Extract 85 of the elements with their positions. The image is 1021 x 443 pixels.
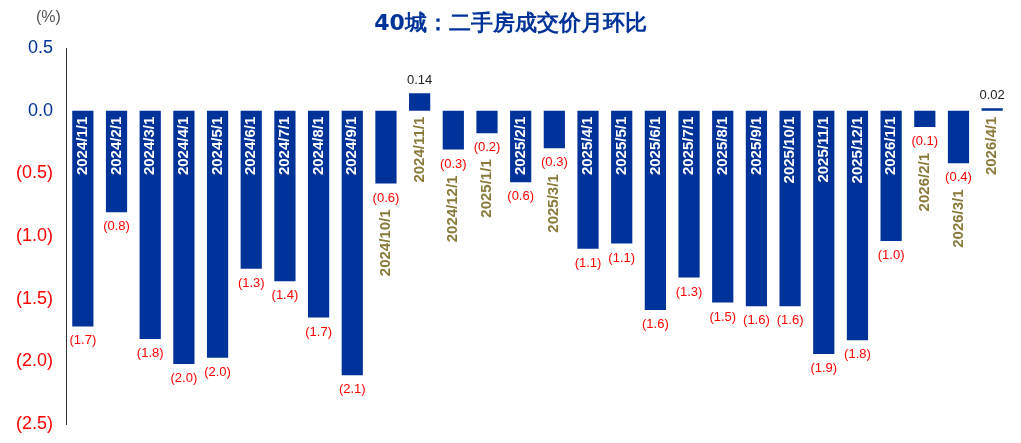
data-label: (1.7) bbox=[305, 323, 332, 339]
y-tick-label: (0.5) bbox=[16, 162, 54, 183]
x-tick-label: 2025/7/1 bbox=[679, 116, 697, 176]
x-tick-label: 2024/4/1 bbox=[174, 116, 192, 176]
bar bbox=[914, 110, 936, 127]
x-tick-label: 2024/6/1 bbox=[241, 116, 259, 176]
x-tick-label: 2024/11/1 bbox=[409, 116, 427, 183]
data-label: (1.4) bbox=[271, 287, 299, 303]
bar bbox=[813, 110, 835, 354]
x-tick-label: 2026/4/1 bbox=[982, 116, 1000, 176]
bar bbox=[72, 110, 94, 327]
x-tick-label: 2024/7/1 bbox=[275, 116, 293, 176]
data-label: (1.6) bbox=[776, 312, 804, 328]
x-tick-label: 2025/8/1 bbox=[712, 116, 730, 176]
bar bbox=[947, 110, 970, 164]
x-tick-label: 2025/10/1 bbox=[780, 116, 798, 184]
x-tick-label: 2026/2/1 bbox=[914, 153, 932, 212]
data-label: (1.5) bbox=[709, 308, 737, 324]
bar bbox=[274, 110, 296, 282]
data-label: (0.6) bbox=[372, 189, 400, 205]
data-label: (0.8) bbox=[103, 218, 130, 234]
bar bbox=[846, 110, 869, 341]
y-tick-label: (2.5) bbox=[16, 413, 54, 434]
x-tick-label: 2026/1/1 bbox=[881, 116, 899, 176]
x-tick-label: 2025/9/1 bbox=[746, 116, 764, 176]
x-tick-label: 2024/1/1 bbox=[72, 116, 90, 176]
x-tick-label: 2025/6/1 bbox=[645, 116, 663, 176]
data-label: (0.3) bbox=[540, 154, 568, 170]
data-label: (0.3) bbox=[439, 155, 467, 171]
bar bbox=[981, 108, 1003, 111]
x-tick-label: 2025/11/1 bbox=[813, 116, 831, 183]
x-tick-label: 2024/10/1 bbox=[376, 209, 394, 277]
data-label: (2.0) bbox=[204, 363, 231, 379]
x-tick-label: 2025/1/1 bbox=[477, 159, 495, 218]
data-label: (1.6) bbox=[743, 312, 770, 328]
data-label: (0.1) bbox=[911, 133, 939, 149]
data-label: 0.02 bbox=[979, 87, 1005, 103]
data-label: (1.8) bbox=[136, 345, 164, 361]
bar bbox=[476, 110, 498, 134]
y-tick-label: (2.0) bbox=[16, 350, 54, 371]
x-tick-label: 2024/3/1 bbox=[140, 116, 158, 176]
x-tick-label: 2025/5/1 bbox=[611, 116, 629, 176]
data-label: (0.4) bbox=[945, 169, 972, 185]
bar bbox=[341, 110, 363, 376]
data-label: (1.7) bbox=[69, 332, 97, 348]
x-tick-label: 2025/3/1 bbox=[544, 174, 562, 233]
bar bbox=[442, 110, 464, 150]
data-label: (1.3) bbox=[237, 274, 265, 290]
data-label: 0.14 bbox=[406, 72, 433, 88]
y-tick-label: 0.5 bbox=[27, 36, 54, 57]
bar bbox=[139, 110, 161, 339]
bar bbox=[206, 110, 229, 358]
chart-title: 40城：二手房成交价月环比 bbox=[374, 10, 647, 35]
data-label: (1.6) bbox=[642, 316, 669, 332]
data-label: (1.0) bbox=[877, 247, 905, 263]
x-tick-label: 2025/2/1 bbox=[510, 116, 528, 176]
x-tick-label: 2024/8/1 bbox=[308, 116, 326, 176]
x-tick-label: 2025/12/1 bbox=[847, 116, 865, 184]
data-label: (1.1) bbox=[574, 254, 602, 270]
y-tick-label: 0.0 bbox=[27, 99, 54, 120]
bar bbox=[375, 110, 397, 184]
data-label: (2.1) bbox=[338, 381, 366, 397]
bar bbox=[577, 110, 599, 249]
x-tick-label: 2026/3/1 bbox=[948, 189, 966, 248]
bar bbox=[409, 93, 431, 111]
bar bbox=[678, 110, 700, 278]
x-tick-label: 2024/9/1 bbox=[342, 116, 360, 176]
data-label: (1.3) bbox=[675, 283, 703, 299]
data-label: (0.6) bbox=[507, 188, 535, 204]
bar bbox=[543, 110, 565, 149]
y-axis-title: (%) bbox=[36, 8, 61, 26]
x-tick-label: 2024/12/1 bbox=[443, 175, 461, 243]
bar bbox=[173, 110, 195, 365]
data-label: (1.9) bbox=[810, 360, 838, 376]
bar bbox=[307, 110, 330, 318]
bar bbox=[779, 110, 801, 307]
data-label: (0.2) bbox=[473, 139, 501, 155]
y-tick-label: (1.5) bbox=[16, 287, 54, 308]
data-label: (2.0) bbox=[170, 370, 198, 386]
x-tick-label: 2024/5/1 bbox=[207, 116, 225, 176]
y-tick-label: (1.0) bbox=[16, 225, 54, 246]
data-label: (1.8) bbox=[844, 346, 871, 362]
x-tick-label: 2024/2/1 bbox=[106, 116, 124, 176]
data-label: (1.1) bbox=[608, 249, 636, 265]
x-tick-label: 2025/4/1 bbox=[578, 116, 596, 176]
